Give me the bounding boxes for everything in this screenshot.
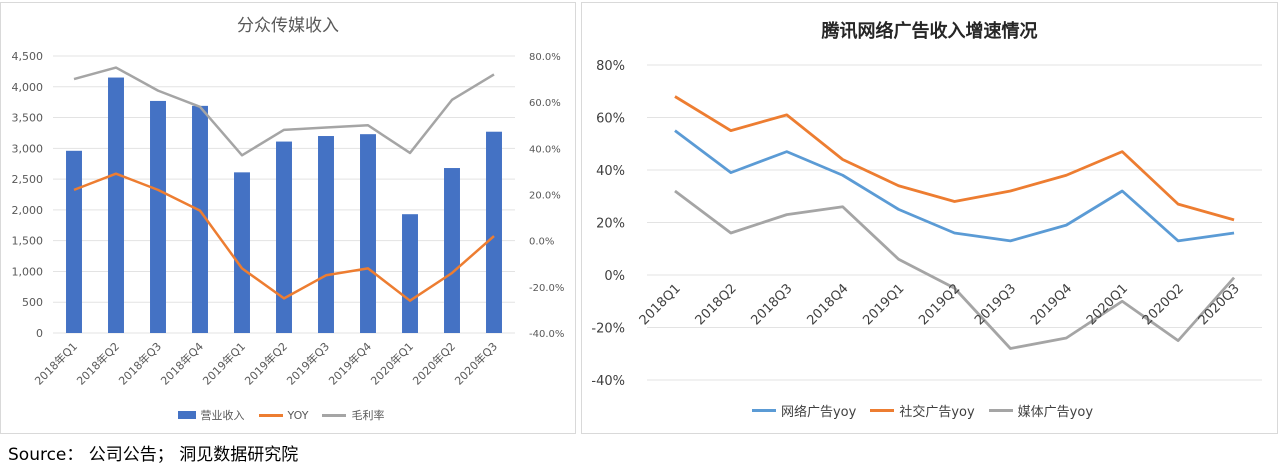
left-y-tick-label: 1,000 — [12, 265, 44, 278]
left-y-tick-label: 500 — [22, 296, 43, 309]
gross-margin-line — [73, 66, 495, 157]
legend-item-margin: 毛利率 — [322, 407, 384, 423]
right-x-tick-label: 2020Q1 — [1084, 281, 1131, 328]
right-chart-title: 腾讯网络广告收入增速情况 — [821, 21, 1038, 42]
right-y-tick-label: 20.0% — [529, 191, 561, 202]
right-x-tick-label: 2018Q1 — [637, 281, 684, 328]
legend-swatch-media-ad — [988, 409, 1013, 412]
media-ad-yoy-line — [674, 189, 1236, 350]
left-x-tick-label: 2019年Q3 — [284, 339, 333, 388]
right-y-tick-label: 60.0% — [529, 98, 561, 109]
legend-swatch-network-ad — [751, 409, 776, 412]
right-x-tick-label: 2019Q2 — [916, 281, 963, 328]
left-x-tick-label: 2019年Q2 — [242, 339, 291, 388]
right-y-tick-label: -20.0% — [529, 283, 564, 294]
legend-item-social-ad: 社交广告yoy — [870, 401, 975, 420]
left-x-tick-label: 2018年Q2 — [74, 339, 123, 388]
left-x-tick-label: 2020年Q2 — [410, 339, 459, 388]
right-x-tick-label: 2018Q4 — [804, 281, 851, 328]
legend-label-social-ad: 社交广告yoy — [899, 405, 975, 420]
legend-swatch-revenue — [177, 411, 196, 419]
left-y-tick-label: 0 — [36, 327, 43, 340]
right-y-tick-label: 0% — [604, 269, 625, 284]
revenue-bar — [276, 141, 292, 333]
left-y-tick-label: 2,000 — [12, 204, 44, 217]
right-x-tick-label: 2020Q3 — [1196, 281, 1243, 328]
right-y-tick-label: 80% — [596, 59, 625, 74]
legend-swatch-yoy — [258, 413, 283, 417]
left-chart-title: 分众传媒收入 — [237, 16, 339, 36]
left-x-tick-label: 2018年Q4 — [158, 339, 207, 388]
legend-item-revenue: 营业收入 — [177, 407, 245, 423]
legend-item-network-ad: 网络广告yoy — [751, 401, 857, 420]
right-y-tick-label: 60% — [596, 112, 625, 127]
left-x-tick-label: 2020年Q3 — [452, 339, 501, 388]
revenue-bar — [192, 105, 208, 333]
left-y-tick-label: 3,500 — [12, 112, 44, 125]
left-y-tick-label: 4,000 — [12, 81, 44, 94]
left-y-tick-label: 3,000 — [12, 142, 44, 155]
legend-item-yoy: YOY — [258, 408, 309, 422]
left-x-tick-label: 2019年Q4 — [326, 339, 375, 388]
left-y-tick-label: 4,500 — [12, 50, 44, 63]
right-x-tick-label: 2019Q1 — [860, 281, 907, 328]
right-x-tick-label: 2018Q3 — [749, 281, 796, 328]
left-chart-panel: 分众传媒收入 0 500 1,000 1,500 2,000 2,500 3,000 3,50… — [0, 2, 576, 434]
left-chart-legend: 营业收入 YOY 毛利率 — [1, 407, 575, 423]
right-y-tick-label: -40.0% — [529, 329, 564, 340]
legend-swatch-margin — [322, 413, 347, 417]
left-y-tick-label: 2,500 — [12, 173, 44, 186]
revenue-bar — [444, 168, 460, 333]
revenue-bar — [360, 134, 376, 333]
revenue-bar — [234, 172, 250, 333]
right-x-tick-label: 2018Q2 — [693, 281, 740, 328]
legend-item-media-ad: 媒体广告yoy — [988, 401, 1094, 420]
right-chart-legend: 网络广告yoy 社交广告yoy 媒体广告yoy — [582, 401, 1277, 420]
revenue-bar — [108, 77, 124, 334]
legend-label-revenue: 营业收入 — [200, 409, 245, 422]
network-ad-yoy-line — [674, 129, 1235, 243]
right-chart-panel: 腾讯网络广告收入增速情况 -40% -20% 0% 20% 40% 60% 80% 2018Q… — [581, 2, 1278, 434]
left-chart-svg: 0 500 1,000 1,500 2,000 2,500 3,000 3,500 4,000 4… — [12, 50, 565, 388]
revenue-bar — [318, 136, 334, 333]
revenue-bar — [486, 131, 502, 333]
left-x-tick-label: 2018年Q3 — [116, 339, 165, 388]
revenue-bar — [402, 214, 418, 333]
right-y-tick-label: 20% — [596, 217, 625, 232]
right-y-tick-label: -40% — [591, 374, 625, 389]
right-x-tick-label: 2019Q3 — [972, 281, 1019, 328]
left-x-tick-label: 2020年Q1 — [368, 339, 417, 388]
revenue-bar — [66, 150, 82, 333]
right-chart-svg: -40% -20% 0% 20% 40% 60% 80% 2018Q1 2018Q2 2018Q3… — [591, 59, 1262, 389]
legend-label-network-ad: 网络广告yoy — [780, 405, 857, 420]
legend-label-yoy: YOY — [287, 408, 309, 422]
right-y-tick-label: 40% — [596, 164, 625, 179]
yoy-line — [73, 172, 495, 302]
source-note: Source： 公司公告； 洞见数据研究院 — [8, 445, 299, 465]
revenue-bar — [150, 100, 166, 334]
legend-label-media-ad: 媒体广告yoy — [1017, 405, 1094, 420]
right-y-tick-label: 0.0% — [529, 237, 554, 248]
right-y-tick-label: 80.0% — [529, 52, 561, 63]
right-y-tick-label: 40.0% — [529, 144, 561, 155]
left-y-tick-label: 1,500 — [12, 235, 44, 248]
legend-swatch-social-ad — [870, 409, 895, 412]
social-ad-yoy-line — [674, 95, 1235, 222]
right-x-tick-label: 2019Q4 — [1028, 281, 1075, 328]
left-x-tick-label: 2018年Q1 — [32, 339, 81, 388]
right-x-tick-label: 2020Q2 — [1140, 281, 1187, 328]
left-x-tick-label: 2019年Q1 — [200, 339, 249, 388]
right-y-tick-label: -20% — [591, 322, 625, 337]
legend-label-margin: 毛利率 — [351, 409, 385, 422]
